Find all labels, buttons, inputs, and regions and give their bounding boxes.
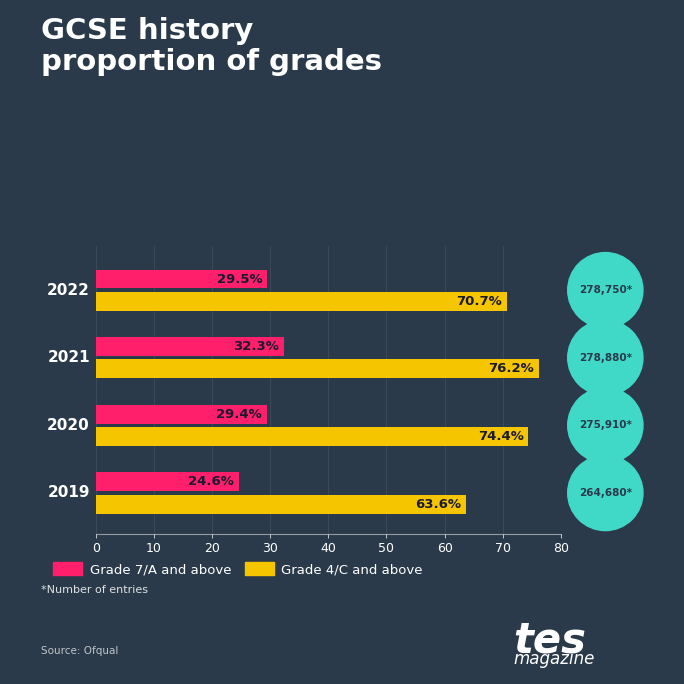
Bar: [96, 427, 528, 446]
Text: 24.6%: 24.6%: [188, 475, 234, 488]
Bar: [96, 405, 267, 423]
Text: *Number of entries: *Number of entries: [41, 585, 148, 595]
Text: 2021: 2021: [47, 350, 90, 365]
Text: magazine: magazine: [513, 650, 594, 668]
Bar: [96, 360, 539, 378]
Text: 275,910*: 275,910*: [579, 421, 632, 430]
Bar: [96, 473, 239, 491]
Text: Source: Ofqual: Source: Ofqual: [41, 646, 118, 657]
Text: 2020: 2020: [47, 418, 90, 433]
Text: 2019: 2019: [47, 486, 90, 501]
Bar: [96, 269, 267, 289]
Text: 278,880*: 278,880*: [579, 353, 632, 363]
Text: GCSE history
proportion of grades: GCSE history proportion of grades: [41, 17, 382, 77]
Bar: [96, 495, 466, 514]
Text: 63.6%: 63.6%: [415, 498, 461, 511]
Text: 74.4%: 74.4%: [478, 430, 524, 443]
Text: tes: tes: [513, 619, 586, 661]
Text: 264,680*: 264,680*: [579, 488, 632, 498]
Legend: Grade 7/A and above, Grade 4/C and above: Grade 7/A and above, Grade 4/C and above: [48, 557, 428, 581]
Text: 29.4%: 29.4%: [216, 408, 262, 421]
Text: 76.2%: 76.2%: [488, 363, 534, 376]
Text: 278,750*: 278,750*: [579, 285, 632, 295]
Text: 2022: 2022: [47, 282, 90, 298]
Bar: [96, 292, 507, 311]
Text: 32.3%: 32.3%: [233, 340, 279, 353]
Bar: [96, 337, 284, 356]
Text: 70.7%: 70.7%: [456, 295, 502, 308]
Text: 29.5%: 29.5%: [217, 272, 263, 285]
